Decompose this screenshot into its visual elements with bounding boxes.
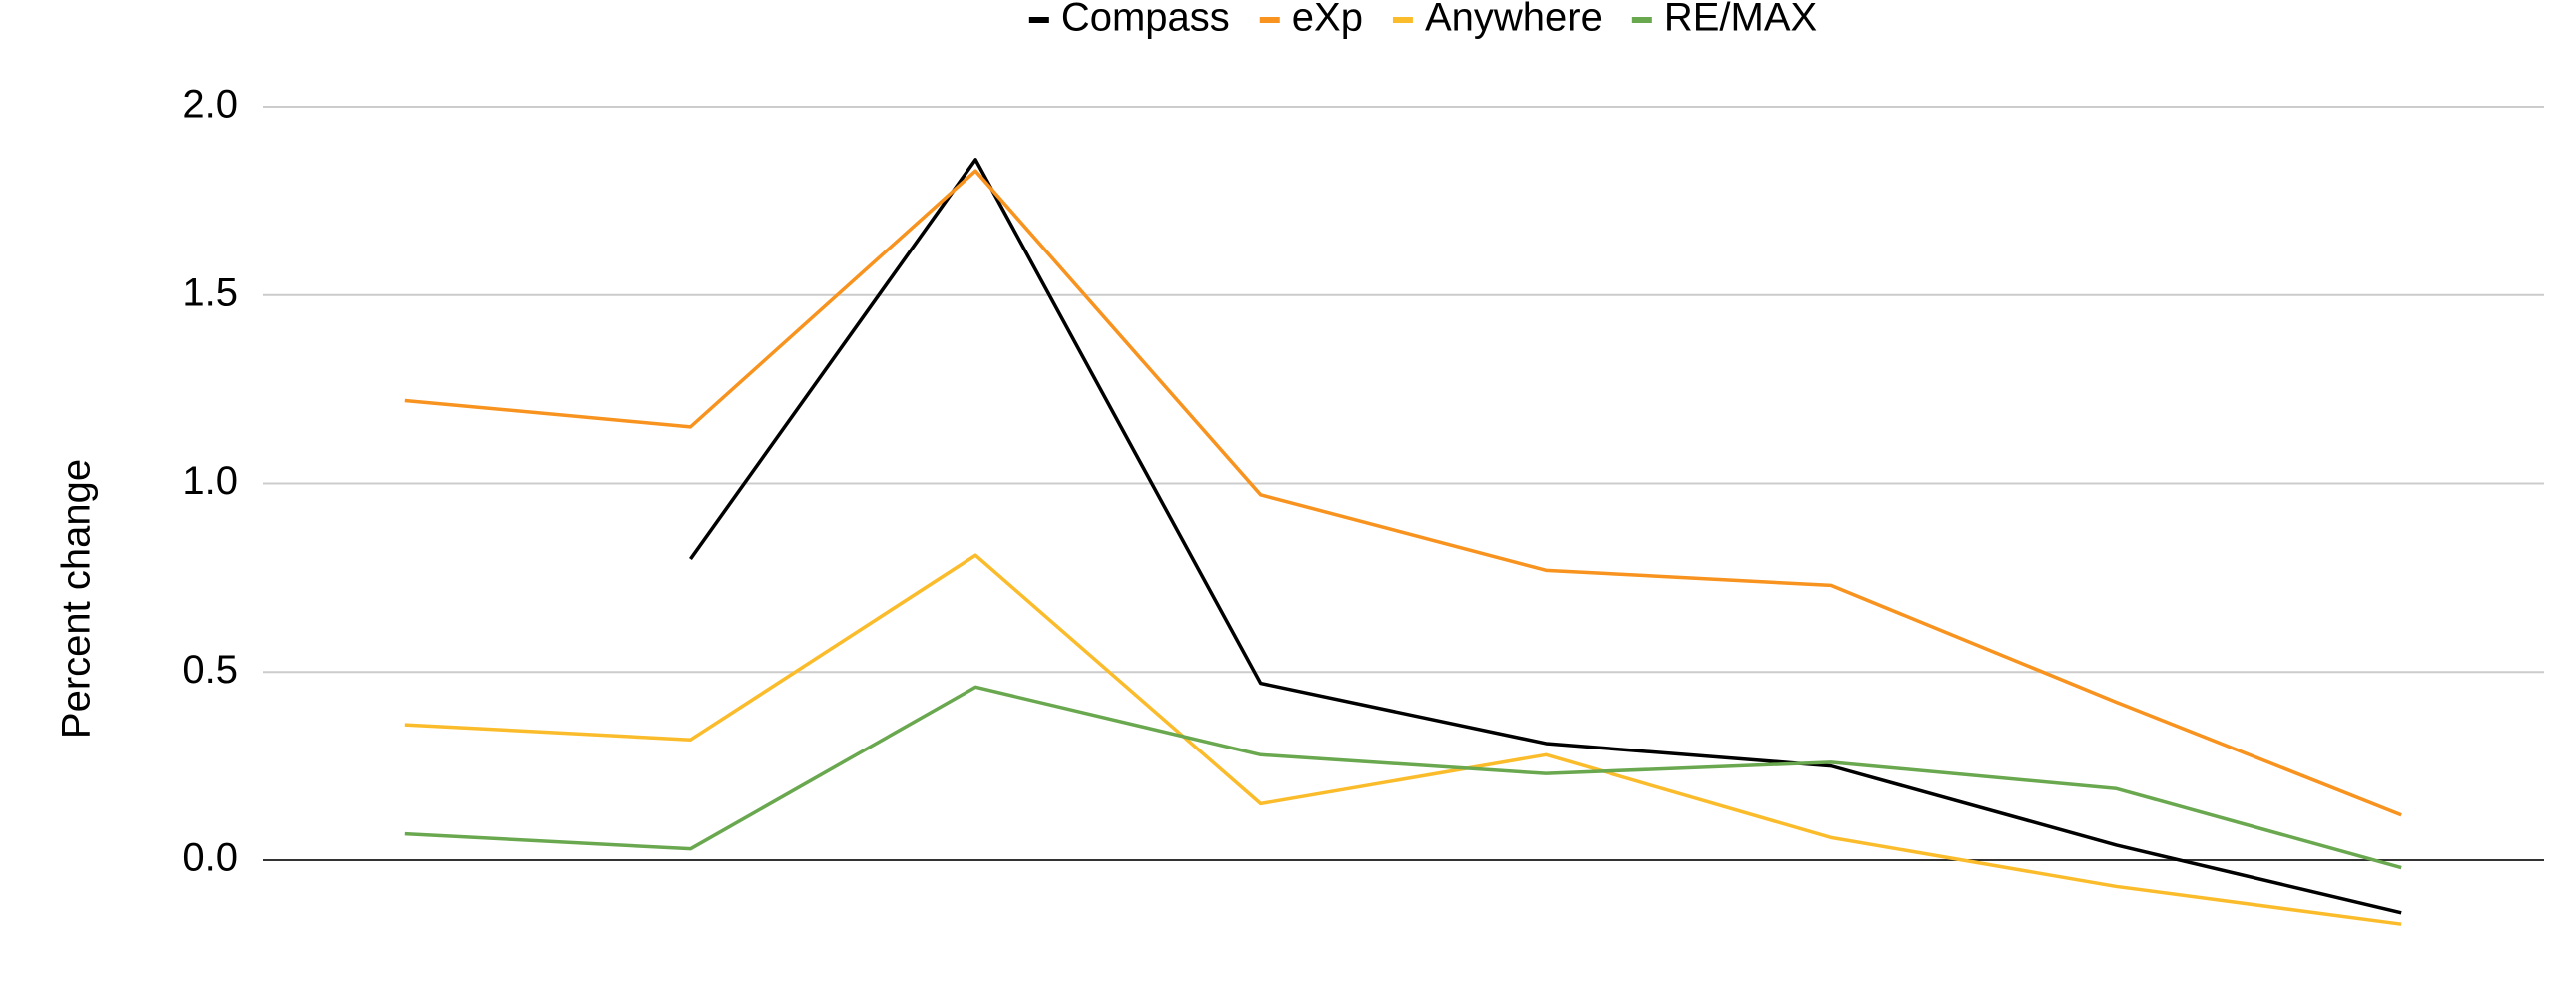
series-line	[404, 685, 2402, 870]
legend-label: eXp	[1292, 0, 1363, 40]
y-tick-label: 0.5	[182, 648, 238, 692]
series-line	[404, 169, 2402, 817]
legend-label: RE/MAX	[1664, 0, 1817, 40]
series-line	[404, 553, 2402, 926]
series-line	[689, 158, 2402, 915]
legend: Compass eXp Anywhere RE/MAX	[1028, 0, 1817, 40]
y-tick-label: 0.0	[182, 836, 238, 880]
y-tick-label: 1.5	[182, 270, 238, 314]
legend-label: Compass	[1061, 0, 1230, 40]
y-tick-label: 1.0	[182, 459, 238, 503]
y-tick-label: 2.0	[182, 83, 238, 127]
y-axis-label: Percent change	[55, 459, 99, 739]
legend-label: Anywhere	[1425, 0, 1603, 40]
